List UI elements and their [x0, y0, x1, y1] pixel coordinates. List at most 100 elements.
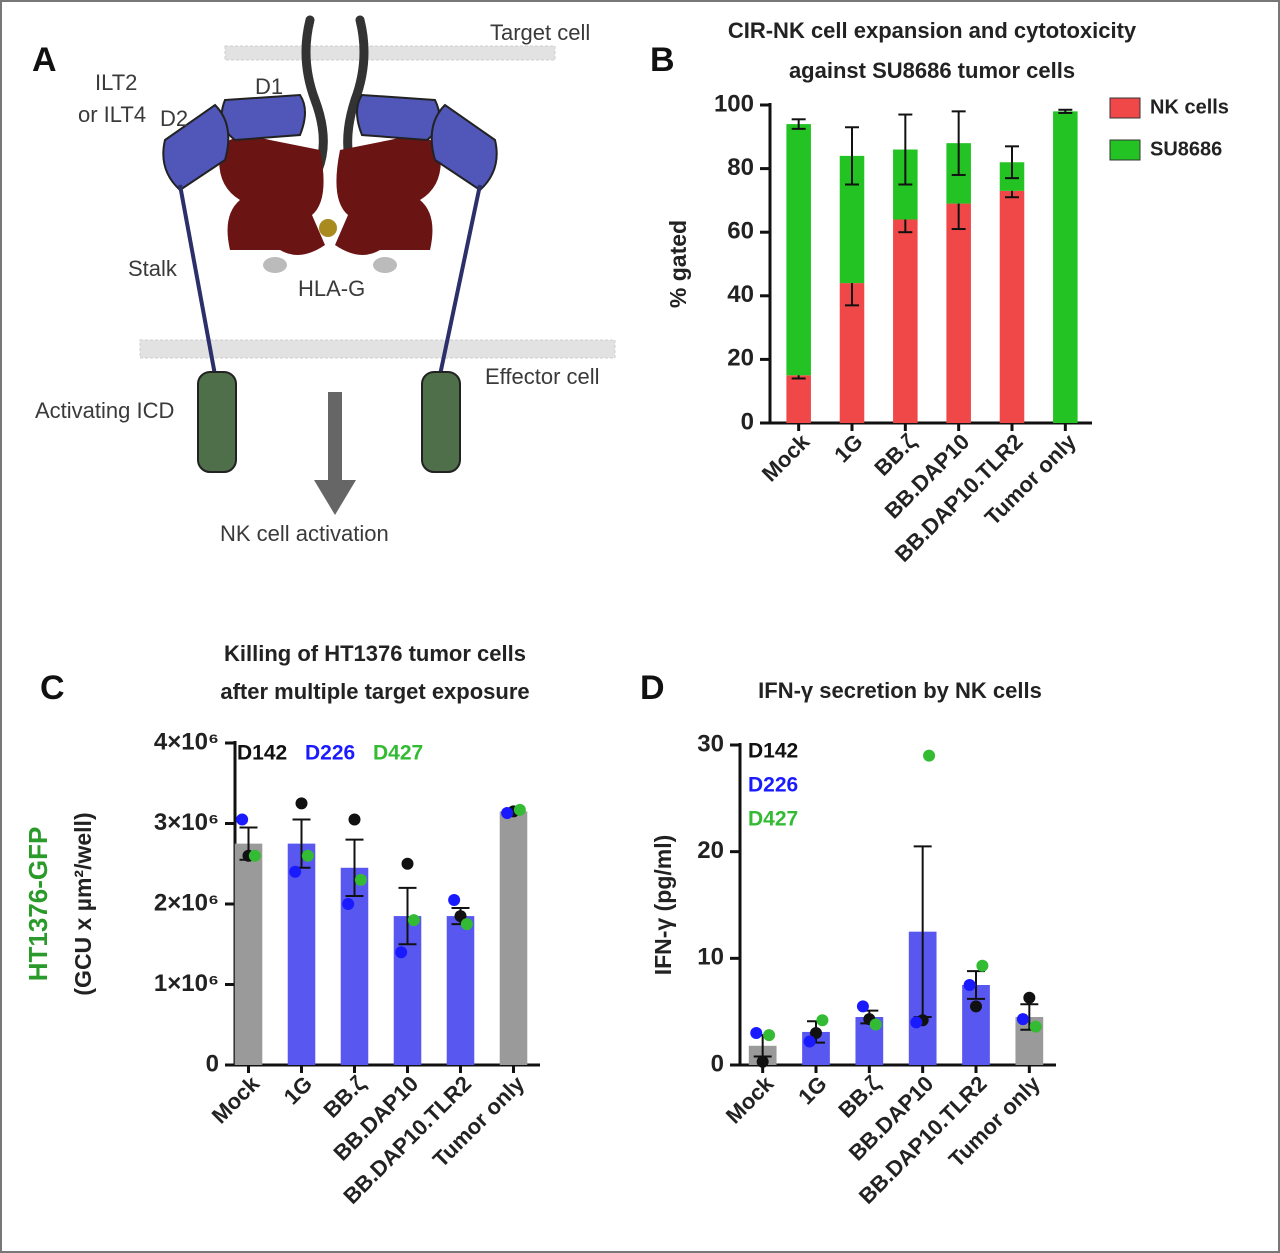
data-point: [460, 918, 473, 931]
d1-left: [220, 93, 306, 142]
legend-label: NK cells: [1150, 96, 1229, 118]
legend-swatch: [1109, 139, 1141, 161]
data-point: [513, 803, 526, 816]
y-tick-label: 1×10⁶: [154, 970, 219, 997]
legend-swatch: [1109, 97, 1141, 119]
data-point: [301, 849, 314, 862]
y-tick-label: 2×10⁶: [154, 889, 219, 916]
data-point: [348, 813, 361, 826]
chart-title: after multiple target exposure: [220, 679, 529, 704]
hla-g-right: [335, 136, 441, 255]
d2-left: [162, 103, 230, 192]
data-point: [923, 749, 936, 762]
d1-right: [356, 93, 441, 142]
data-point: [454, 910, 467, 923]
bar-segment: [1053, 111, 1078, 424]
data-point: [816, 1014, 829, 1027]
data-point: [342, 898, 355, 910]
bar: [340, 867, 369, 1065]
data-point: [395, 946, 408, 959]
data-point: [1016, 1013, 1029, 1026]
chart-title: against SU8686 tumor cells: [789, 58, 1075, 83]
data-point: [401, 857, 414, 870]
data-point: [407, 914, 420, 927]
ilt-label: ILT2: [95, 70, 137, 95]
icd: [197, 371, 237, 473]
bar: [287, 843, 316, 1065]
bar-segment: [893, 219, 918, 423]
legend-label: D427: [373, 742, 423, 765]
y-tick-label: 0: [711, 1050, 724, 1077]
ligand: [319, 219, 337, 237]
bar-segment: [839, 283, 865, 423]
y-tick-label: 100: [714, 90, 754, 117]
ilt-label: or ILT4: [78, 102, 146, 127]
data-point: [1029, 1020, 1042, 1033]
legend-label: D427: [748, 808, 798, 831]
y-tick-label: 80: [727, 154, 754, 181]
data-point: [763, 1029, 776, 1042]
target-strand: [301, 15, 328, 175]
d2-right: [430, 103, 498, 192]
legend-label: SU8686: [1150, 138, 1222, 160]
hla-g-left: [219, 136, 325, 255]
data-point: [869, 1018, 882, 1031]
y-tick-label: 4×10⁶: [154, 728, 219, 755]
data-point: [289, 865, 302, 878]
stalk: [438, 184, 482, 376]
data-point: [970, 1000, 982, 1013]
data-point: [810, 1027, 822, 1039]
chart-title: CIR-NK cell expansion and cytotoxicity: [728, 18, 1137, 43]
bar-segment: [999, 190, 1025, 423]
y-tick-label: 30: [697, 730, 724, 757]
x-tick-label: Mock: [757, 428, 815, 486]
y-tick-label: 20: [697, 837, 724, 864]
x-tick-label: Mock: [721, 1070, 779, 1128]
target-membrane: [224, 45, 556, 61]
data-point: [856, 1000, 869, 1013]
y-axis-label: % gated: [665, 220, 691, 308]
panel-label: C: [40, 669, 65, 707]
panel-label: B: [650, 41, 675, 79]
y-axis-label: HT1376-GFP: [23, 827, 53, 982]
bar: [499, 811, 528, 1065]
data-point: [910, 1016, 923, 1029]
data-point: [248, 849, 261, 862]
y-tick-label: 0: [206, 1050, 219, 1077]
legend-label: D142: [748, 740, 798, 763]
data-point: [756, 1055, 769, 1068]
x-tick-label: Mock: [207, 1070, 265, 1128]
bar-segment: [786, 375, 811, 423]
stalk-label: Stalk: [128, 256, 178, 281]
y-tick-label: 0: [741, 408, 754, 435]
icd: [421, 371, 461, 473]
bar: [234, 843, 263, 1065]
x-tick-label: 1G: [793, 1071, 831, 1109]
x-tick-label: 1G: [279, 1071, 317, 1109]
legend-label: D142: [237, 742, 287, 765]
data-point: [448, 893, 461, 906]
panel-label: D: [640, 669, 665, 707]
data-point: [750, 1027, 763, 1039]
data-point: [501, 807, 514, 820]
y-axis-label: IFN-γ (pg/ml): [650, 835, 676, 976]
diagram: A Target cell D1 ILT2 or ILT4 D2 Stalk H…: [32, 15, 616, 546]
activation-label: NK cell activation: [220, 521, 389, 546]
b2m: [373, 257, 397, 273]
y-axis-label: (GCU x µm²/well): [70, 812, 96, 995]
icd-label: Activating ICD: [35, 398, 174, 423]
data-point: [803, 1035, 816, 1048]
legend-label: D226: [748, 774, 798, 797]
b2m: [263, 257, 287, 273]
y-tick-label: 60: [727, 218, 754, 245]
hla-label: HLA-G: [298, 276, 365, 301]
chart-title: Killing of HT1376 tumor cells: [224, 641, 526, 666]
data-point: [963, 979, 976, 991]
data-point: [1023, 991, 1036, 1004]
y-tick-label: 3×10⁶: [154, 809, 219, 836]
data-point: [236, 813, 249, 826]
arrow: [314, 392, 356, 515]
x-tick-label: 1G: [829, 429, 867, 467]
bar: [446, 916, 475, 1065]
